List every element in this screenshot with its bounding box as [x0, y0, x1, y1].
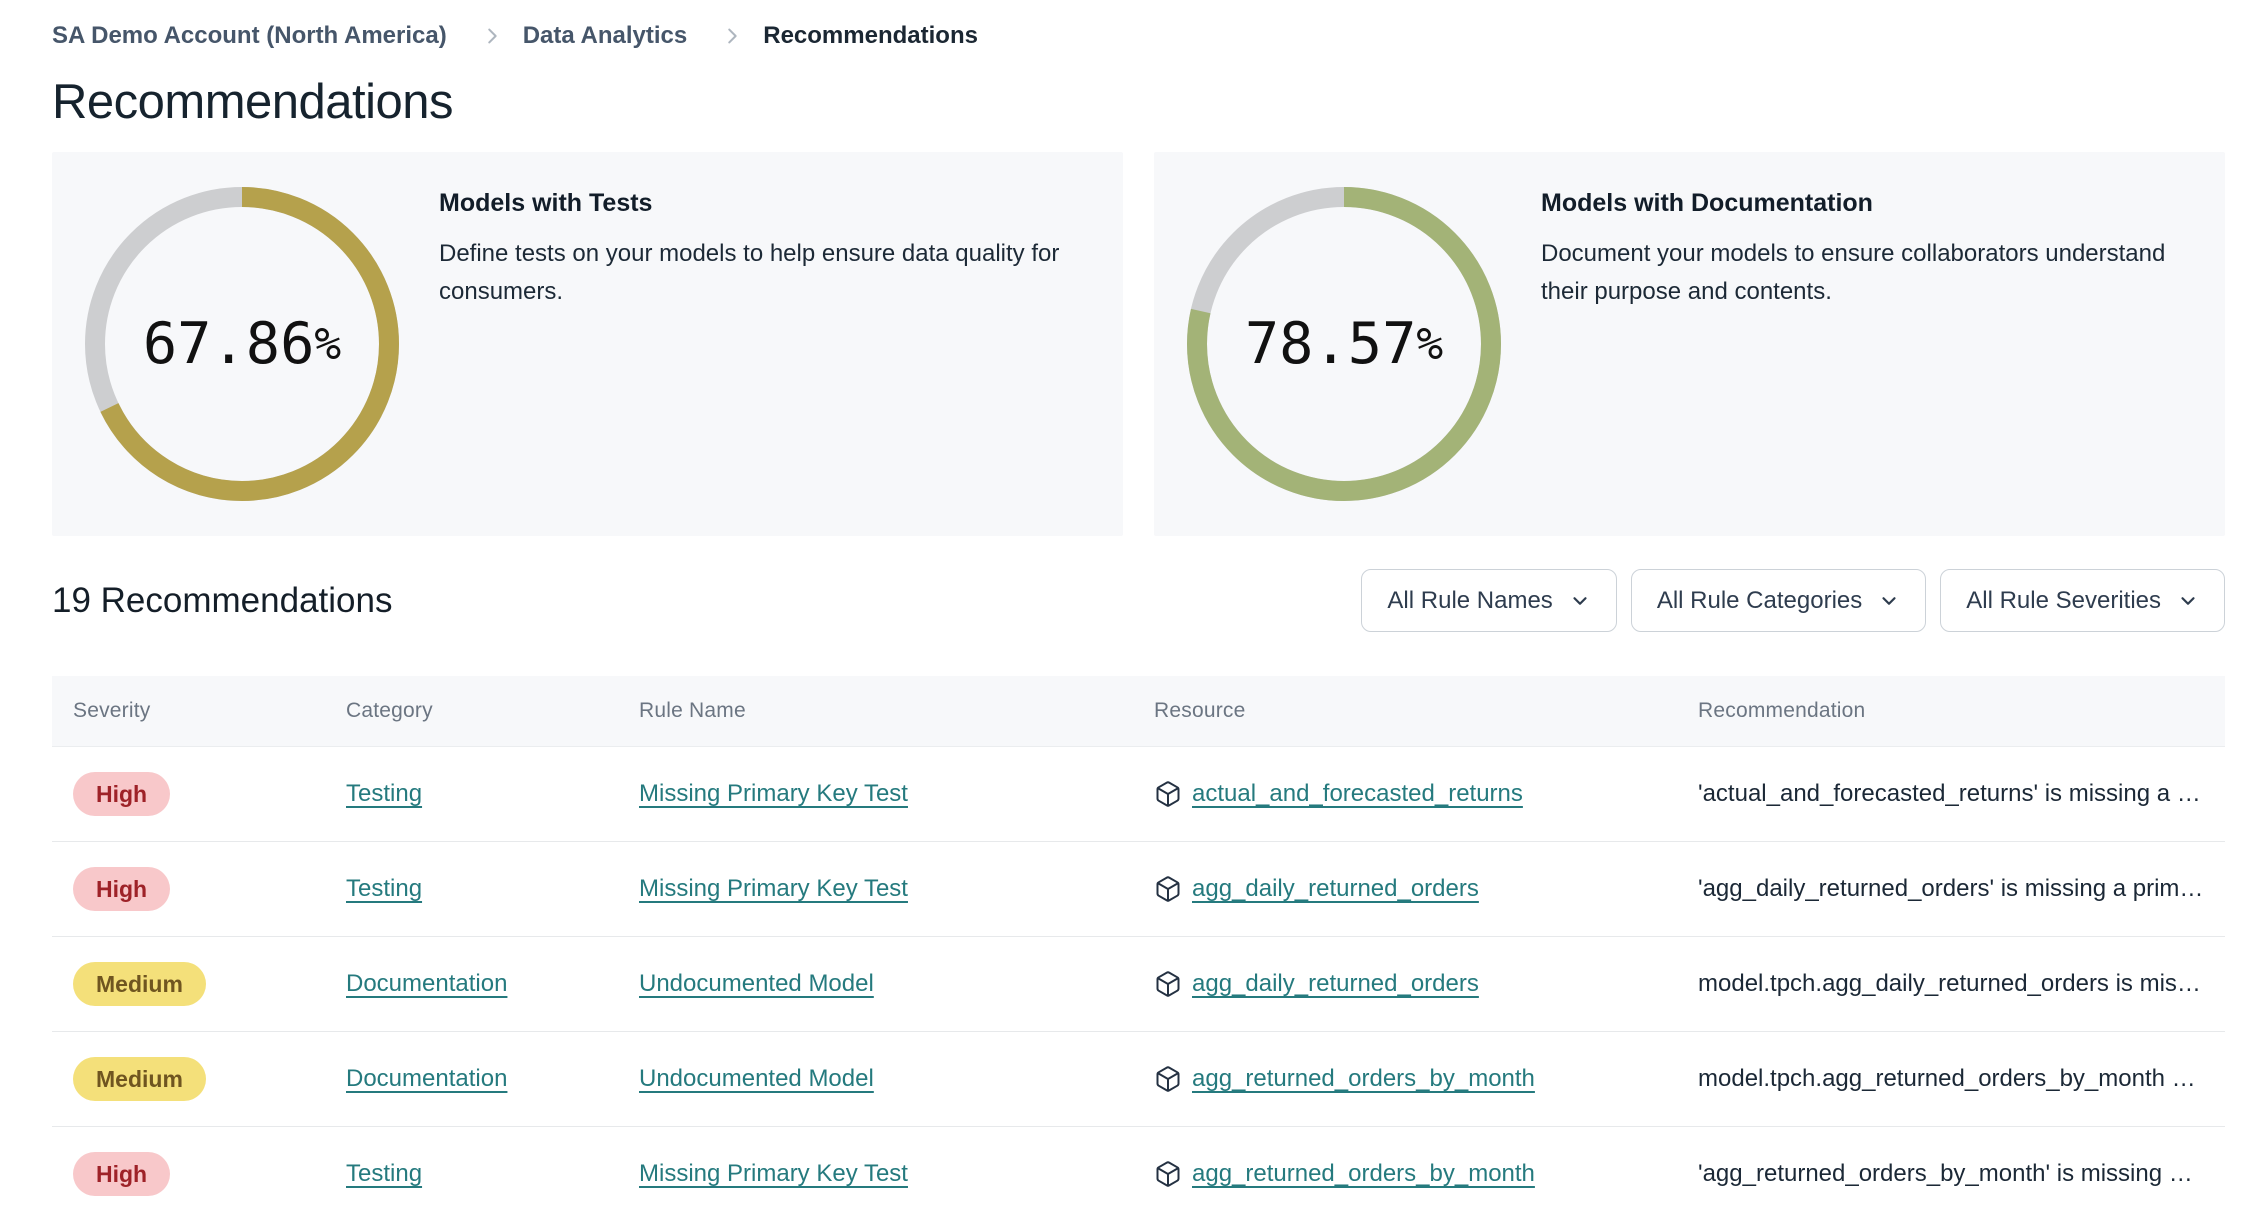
card-text-block: Models with Tests Define tests on your m…	[439, 152, 1099, 536]
page-title: Recommendations	[52, 75, 454, 129]
recommendation-text: 'actual_and_forecasted_returns' is missi…	[1698, 780, 2201, 807]
table-row: High Testing Missing Primary Key Test ac…	[52, 747, 2225, 842]
recommendations-count-heading: 19 Recommendations	[52, 580, 393, 620]
severity-badge: High	[73, 772, 171, 816]
table-row: High Testing Missing Primary Key Test ag…	[52, 842, 2225, 937]
rule-name-link[interactable]: Missing Primary Key Test	[639, 875, 908, 902]
breadcrumb-current: Recommendations	[763, 22, 978, 49]
severity-badge: Medium	[73, 962, 206, 1006]
model-cube-icon	[1154, 970, 1182, 998]
category-link[interactable]: Testing	[346, 875, 423, 902]
column-header-severity: Severity	[73, 699, 151, 722]
chevron-down-icon	[1878, 590, 1900, 612]
card-title: Models with Tests	[439, 189, 653, 217]
rule-name-link[interactable]: Undocumented Model	[639, 970, 874, 997]
table-row: Medium Documentation Undocumented Model …	[52, 937, 2225, 1032]
rule-names-filter-dropdown[interactable]: All Rule Names	[1361, 569, 1617, 632]
card-text-block: Models with Documentation Document your …	[1541, 152, 2201, 536]
summary-cards: 67.86% Models with Tests Define tests on…	[52, 152, 2225, 536]
severity-badge: High	[73, 1152, 171, 1196]
rule-name-link[interactable]: Undocumented Model	[639, 1065, 874, 1092]
card-models-with-documentation: 78.57% Models with Documentation Documen…	[1154, 152, 2225, 536]
column-header-recommendation: Recommendation	[1698, 699, 1866, 722]
model-cube-icon	[1154, 780, 1182, 808]
breadcrumb-project[interactable]: Data Analytics	[522, 22, 688, 49]
recommendations-table: Severity Category Rule Name Resource Rec…	[52, 676, 2225, 1220]
recommendation-text: model.tpch.agg_returned_orders_by_month …	[1698, 1065, 2196, 1092]
resource-link[interactable]: agg_daily_returned_orders	[1192, 970, 1479, 997]
tests-percent-value: 67.86%	[142, 311, 342, 377]
model-cube-icon	[1154, 1065, 1182, 1093]
column-header-category: Category	[346, 699, 433, 722]
rule-name-link[interactable]: Missing Primary Key Test	[639, 780, 908, 807]
chevron-right-icon	[481, 25, 503, 47]
list-toolbar: 19 Recommendations All Rule Names All Ru…	[52, 569, 2225, 632]
column-header-rule-name: Rule Name	[639, 699, 746, 722]
category-link[interactable]: Testing	[346, 780, 423, 807]
model-cube-icon	[1154, 875, 1182, 903]
column-header-resource: Resource	[1154, 699, 1246, 722]
chevron-down-icon	[1569, 590, 1591, 612]
card-description: Document your models to ensure collabora…	[1541, 240, 2166, 305]
filter-group: All Rule Names All Rule Categories All R…	[1361, 569, 2225, 632]
table-row: High Testing Missing Primary Key Test ag…	[52, 1127, 2225, 1220]
resource-link[interactable]: agg_daily_returned_orders	[1192, 875, 1479, 902]
resource-link[interactable]: actual_and_forecasted_returns	[1192, 780, 1523, 807]
card-models-with-tests: 67.86% Models with Tests Define tests on…	[52, 152, 1123, 536]
tests-donut-chart: 67.86%	[85, 187, 399, 501]
recommendation-text: 'agg_returned_orders_by_month' is missin…	[1698, 1160, 2193, 1187]
chevron-right-icon	[721, 25, 743, 47]
rule-severities-filter-dropdown[interactable]: All Rule Severities	[1940, 569, 2225, 632]
category-link[interactable]: Testing	[346, 1160, 423, 1187]
table-row: Medium Documentation Undocumented Model …	[52, 1032, 2225, 1127]
documentation-percent-value: 78.57%	[1244, 311, 1444, 377]
breadcrumb: SA Demo Account (North America) Data Ana…	[52, 22, 2225, 50]
table-header: Severity Category Rule Name Resource Rec…	[52, 676, 2225, 747]
card-title: Models with Documentation	[1541, 189, 1873, 217]
breadcrumb-account[interactable]: SA Demo Account (North America)	[52, 22, 447, 49]
rule-categories-filter-dropdown[interactable]: All Rule Categories	[1630, 569, 1927, 632]
resource-link[interactable]: agg_returned_orders_by_month	[1192, 1065, 1535, 1092]
table-body: High Testing Missing Primary Key Test ac…	[52, 747, 2225, 1220]
rule-name-link[interactable]: Missing Primary Key Test	[639, 1160, 908, 1187]
severity-badge: Medium	[73, 1057, 206, 1101]
card-description: Define tests on your models to help ensu…	[439, 240, 1060, 305]
severity-badge: High	[73, 867, 171, 911]
recommendation-text: 'agg_daily_returned_orders' is missing a…	[1698, 875, 2204, 902]
category-link[interactable]: Documentation	[346, 1065, 508, 1092]
recommendation-text: model.tpch.agg_daily_returned_orders is …	[1698, 970, 2201, 997]
category-link[interactable]: Documentation	[346, 970, 508, 997]
model-cube-icon	[1154, 1160, 1182, 1188]
chevron-down-icon	[2177, 590, 2199, 612]
resource-link[interactable]: agg_returned_orders_by_month	[1192, 1160, 1535, 1187]
documentation-donut-chart: 78.57%	[1187, 187, 1501, 501]
